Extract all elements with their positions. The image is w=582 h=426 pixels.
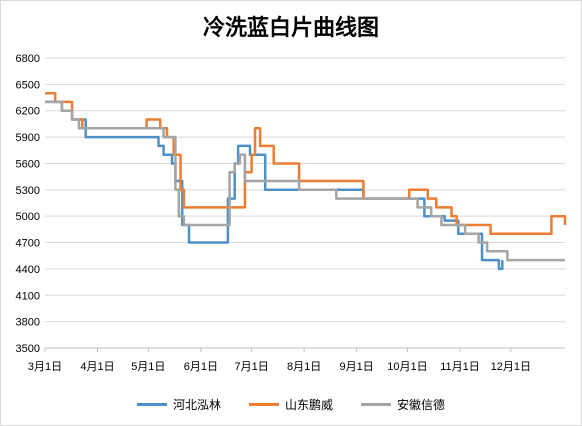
y-tick-label: 3500 — [16, 343, 40, 355]
series-lines — [45, 91, 567, 271]
y-tick-label: 5300 — [16, 185, 40, 197]
legend-swatch — [136, 403, 167, 406]
legend-label: 河北泓林 — [172, 398, 221, 412]
y-tick-label: 6500 — [16, 79, 40, 91]
y-tick-label: 5000 — [16, 211, 40, 223]
x-tick-label: 3月1日 — [28, 361, 62, 373]
x-tick-label: 4月1日 — [80, 361, 114, 373]
y-tick-label: 6800 — [16, 53, 40, 65]
y-tick-label: 4700 — [16, 238, 40, 250]
legend-item: 河北泓林 — [136, 396, 221, 413]
x-tick-label: 8月1日 — [287, 361, 321, 373]
legend: 河北泓林 山东鹏威 安徽信德 — [0, 396, 582, 413]
y-tick-label: 5600 — [16, 158, 40, 170]
x-tick-label: 9月1日 — [340, 361, 374, 373]
chart-title: 冷洗蓝白片曲线图 — [202, 15, 379, 41]
x-tick-label: 12月1日 — [491, 361, 531, 373]
y-tick-label: 6200 — [16, 106, 40, 118]
y-axis-ticks: 3500 3800 4100 4400 4700 5000 5300 5600 5900 6200… — [16, 53, 40, 355]
legend-item: 安徽信德 — [361, 396, 445, 413]
series-line-2 — [45, 100, 565, 262]
legend-label: 安徽信德 — [397, 398, 446, 412]
legend-swatch — [361, 403, 391, 406]
x-tick-label: 11月1日 — [440, 361, 480, 373]
x-tick-label: 10月1日 — [387, 361, 427, 373]
series-line-1 — [45, 91, 567, 236]
legend-swatch — [248, 403, 279, 406]
y-tick-label: 5900 — [16, 132, 40, 144]
y-tick-label: 4400 — [16, 264, 40, 276]
x-tick-label: 5月1日 — [131, 361, 165, 373]
x-tick-label: 7月1日 — [235, 361, 269, 373]
legend-item: 山东鹏威 — [248, 396, 333, 413]
legend-label: 山东鹏威 — [284, 398, 333, 412]
x-axis-ticks: 3月1日 4月1日 5月1日 6月1日 7月1日 8月1日 9月1日 10月1日 11月1日 12… — [28, 348, 531, 373]
series-line-0 — [45, 100, 504, 271]
x-tick-label: 6月1日 — [184, 361, 218, 373]
y-tick-label: 4100 — [16, 290, 40, 302]
y-tick-label: 3800 — [16, 317, 40, 329]
gridlines — [45, 57, 565, 349]
